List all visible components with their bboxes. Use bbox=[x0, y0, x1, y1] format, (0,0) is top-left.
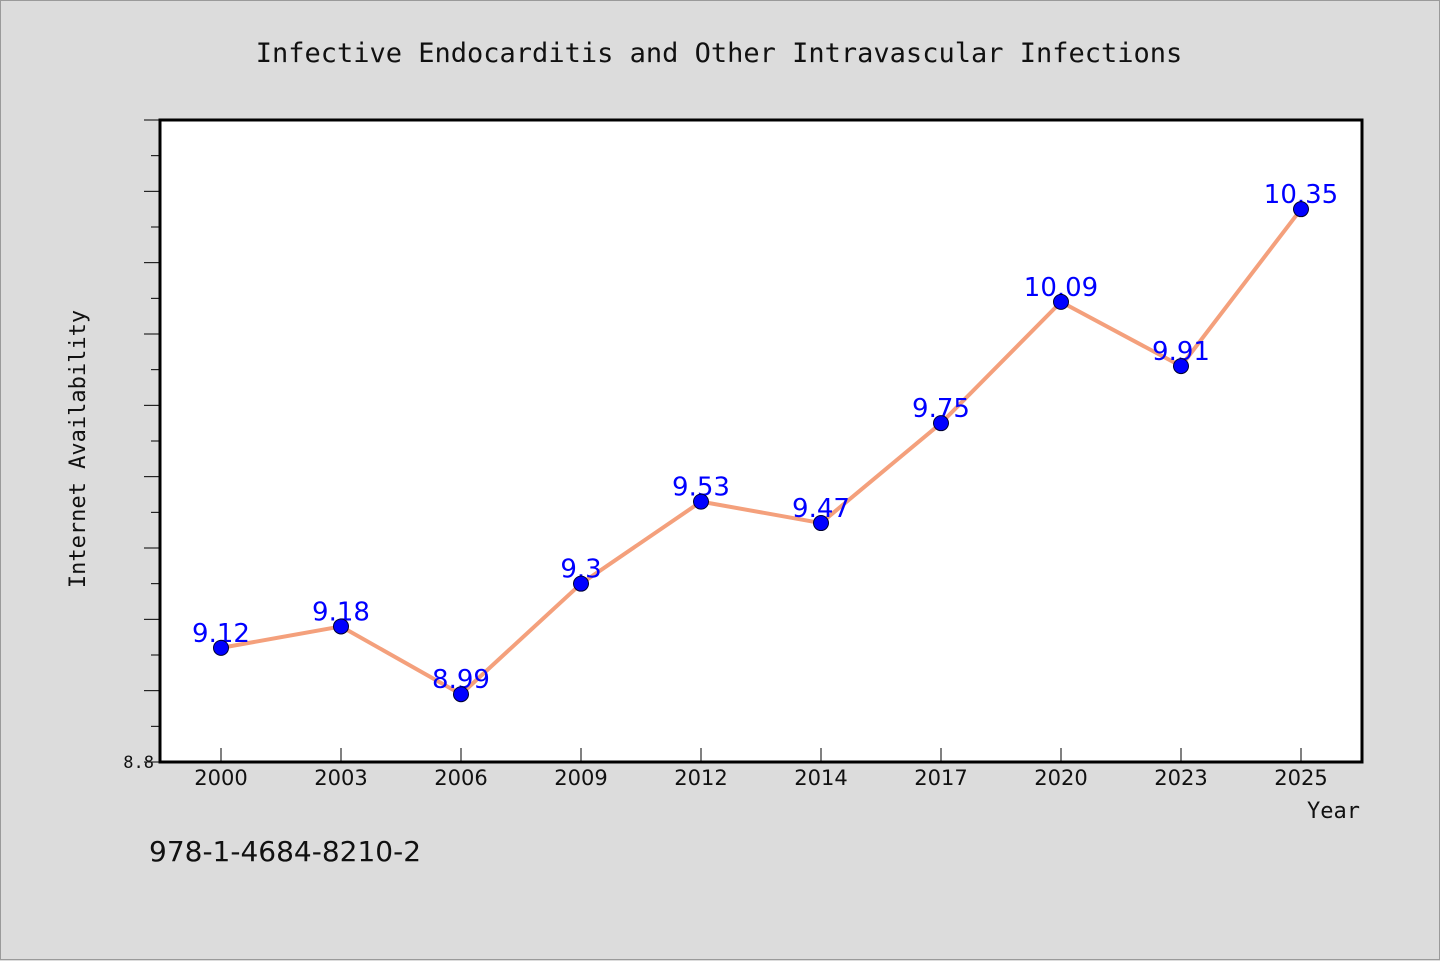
data-point bbox=[213, 639, 229, 656]
data-point bbox=[1293, 201, 1309, 218]
x-axis-ticks: 2000 2003 2006 2009 2012 2014 2017 2020 2023 2025 bbox=[194, 748, 1328, 790]
data-point bbox=[693, 493, 709, 510]
isbn-footer: 978-1-4684-8210-2 bbox=[149, 835, 422, 868]
x-tick-label: 2017 bbox=[914, 766, 967, 790]
plot-area bbox=[158, 118, 1364, 764]
data-point bbox=[573, 575, 589, 592]
data-point bbox=[813, 515, 829, 532]
x-tick-label: 2003 bbox=[314, 766, 367, 790]
data-point bbox=[1053, 293, 1069, 310]
x-tick-label: 2020 bbox=[1034, 766, 1087, 790]
data-point bbox=[933, 415, 949, 432]
y-tick-label-8-8: 8.8 bbox=[123, 753, 154, 773]
data-label-layer: 9.129.188.999.39.539.479.7510.099.9110.3… bbox=[192, 180, 1338, 703]
x-tick-label: 2023 bbox=[1154, 766, 1207, 790]
y-axis-label: Internet Availability bbox=[66, 310, 91, 588]
x-tick-label: 2025 bbox=[1274, 766, 1327, 790]
data-point bbox=[453, 686, 469, 703]
x-tick-label: 2012 bbox=[674, 766, 727, 790]
data-point bbox=[333, 618, 349, 635]
x-tick-label: 2009 bbox=[554, 766, 607, 790]
x-tick-label: 2006 bbox=[434, 766, 487, 790]
chart-title: Infective Endocarditis and Other Intrava… bbox=[256, 38, 1183, 69]
series-line bbox=[220, 207, 1303, 697]
data-point bbox=[1173, 358, 1189, 375]
x-axis-label: Year bbox=[1307, 799, 1360, 824]
y-axis-ticks bbox=[144, 119, 159, 763]
x-tick-label: 2014 bbox=[794, 766, 847, 790]
x-tick-label: 2000 bbox=[194, 766, 247, 790]
series-layer bbox=[220, 207, 1303, 697]
